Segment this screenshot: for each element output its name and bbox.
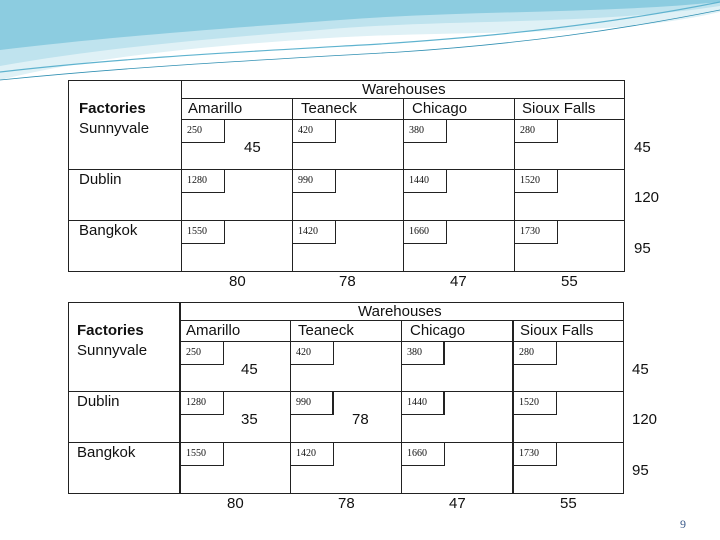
- warehouse-chicago: Chicago: [410, 322, 466, 339]
- cost-cell: 1730: [514, 220, 558, 244]
- factory-dublin: Dublin: [79, 171, 122, 188]
- supply-value: 45: [632, 361, 649, 378]
- factory-sunnyvale: Sunnyvale: [77, 342, 148, 359]
- cost-cell: 1280: [181, 169, 225, 193]
- warehouses-title: Warehouses: [362, 81, 446, 98]
- cost-cell: 1550: [180, 442, 224, 466]
- cost-cell: 1420: [290, 442, 334, 466]
- factory-bangkok: Bangkok: [77, 444, 136, 461]
- demand-value: 47: [450, 273, 467, 290]
- warehouse-chicago: Chicago: [412, 100, 468, 117]
- cost-cell: 1520: [513, 391, 557, 415]
- demand-value: 55: [560, 495, 577, 512]
- table-2-frame: [68, 302, 624, 494]
- cost-cell: 1440: [403, 169, 447, 193]
- demand-value: 78: [338, 495, 355, 512]
- cost-cell: 280: [514, 119, 558, 143]
- factories-header: Factories: [77, 322, 144, 339]
- supply-value: 95: [634, 240, 651, 257]
- page-number: 9: [680, 517, 686, 531]
- factory-sunnyvale: Sunnyvale: [79, 120, 150, 137]
- factories-header: Factories: [79, 100, 146, 117]
- allocation-value: 45: [241, 361, 258, 378]
- cost-cell: 1440: [401, 391, 445, 415]
- factory-dublin: Dublin: [77, 393, 120, 410]
- cost-cell: 990: [292, 169, 336, 193]
- cost-cell: 1420: [292, 220, 336, 244]
- demand-value: 78: [339, 273, 356, 290]
- demand-value: 80: [227, 495, 244, 512]
- factory-bangkok: Bangkok: [79, 222, 138, 239]
- cost-cell: 1660: [401, 442, 445, 466]
- cost-cell: 250: [180, 341, 224, 365]
- warehouse-amarillo: Amarillo: [188, 100, 243, 117]
- allocation-value: 78: [352, 411, 369, 428]
- header-swoosh: [0, 0, 720, 81]
- allocation-value: 35: [241, 411, 258, 428]
- warehouse-amarillo: Amarillo: [186, 322, 241, 339]
- cost-cell: 420: [292, 119, 336, 143]
- cost-cell: 990: [290, 391, 334, 415]
- cost-cell: 380: [401, 341, 445, 365]
- cost-cell: 1730: [513, 442, 557, 466]
- cost-cell: 1550: [181, 220, 225, 244]
- warehouse-sioux-falls: Sioux Falls: [520, 322, 594, 339]
- demand-value: 55: [561, 273, 578, 290]
- warehouse-teaneck: Teaneck: [301, 100, 357, 117]
- cost-cell: 1660: [403, 220, 447, 244]
- cost-cell: 1520: [514, 169, 558, 193]
- cost-cell: 250: [181, 119, 225, 143]
- allocation-value: 45: [244, 139, 261, 156]
- supply-value: 120: [632, 411, 658, 428]
- cost-cell: 1280: [180, 391, 224, 415]
- cost-cell: 380: [403, 119, 447, 143]
- warehouse-sioux-falls: Sioux Falls: [522, 100, 596, 117]
- supply-value: 120: [634, 189, 660, 206]
- table-1-frame: [68, 80, 625, 272]
- cost-cell: 420: [290, 341, 334, 365]
- warehouses-title: Warehouses: [358, 303, 442, 320]
- demand-value: 47: [449, 495, 466, 512]
- demand-value: 80: [229, 273, 246, 290]
- warehouse-teaneck: Teaneck: [298, 322, 354, 339]
- supply-value: 95: [632, 462, 649, 479]
- supply-value: 45: [634, 139, 651, 156]
- cost-cell: 280: [513, 341, 557, 365]
